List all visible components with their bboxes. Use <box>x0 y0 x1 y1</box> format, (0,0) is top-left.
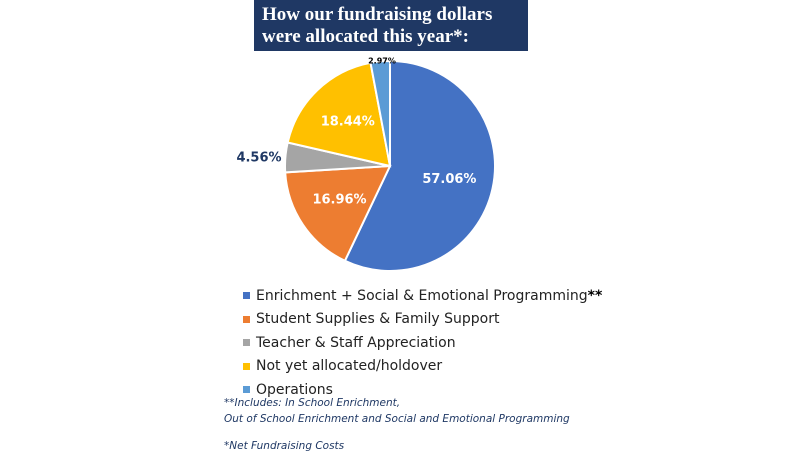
legend-item-enrichment: Enrichment + Social & Emotional Programm… <box>243 284 602 308</box>
legend-label: Operations <box>256 381 333 398</box>
footnote-includes-line-1: **Includes: In School Enrichment, <box>224 397 401 409</box>
chart-legend: Enrichment + Social & Emotional Programm… <box>243 284 602 402</box>
chart-title-line-1: How our fundraising dollars <box>262 4 493 25</box>
slice-operations <box>369 59 391 167</box>
slice-label: 16.96% <box>312 193 366 208</box>
legend-item-operations: Operations <box>243 378 602 402</box>
legend-item-teacher-staff: Teacher & Staff Appreciation <box>243 331 602 355</box>
slice-enrichment <box>343 59 496 272</box>
slice-student-supplies <box>284 164 392 263</box>
legend-swatch <box>243 362 250 370</box>
slice-not-allocated <box>286 61 392 168</box>
chart-title-line-2: were allocated this year*: <box>262 26 470 47</box>
footnote-includes-line-2: Out of School Enrichment and Social and … <box>224 413 570 425</box>
slice-label: 4.56% <box>236 151 281 166</box>
footnote-net-costs: *Net Fundraising Costs <box>224 440 345 452</box>
slice-label: 18.44% <box>321 115 375 130</box>
legend-item-student-supplies: Student Supplies & Family Support <box>243 308 602 332</box>
chart-title: How our fundraising dollars were allocat… <box>254 0 528 51</box>
legend-swatch <box>243 386 250 394</box>
footnote-includes: **Includes: In School Enrichment, Out of… <box>224 395 570 427</box>
legend-marker: ** <box>587 287 603 304</box>
slice-label: 2.97% <box>368 57 396 66</box>
legend-label: Student Supplies & Family Support <box>256 311 500 328</box>
slice-label: 57.06% <box>422 172 476 187</box>
legend-swatch <box>243 315 250 323</box>
legend-swatch <box>243 339 250 347</box>
legend-label: Enrichment + Social & Emotional Programm… <box>256 287 588 304</box>
legend-label: Not yet allocated/holdover <box>256 358 443 375</box>
legend-label: Teacher & Staff Appreciation <box>256 334 456 351</box>
legend-swatch <box>243 292 250 300</box>
legend-item-not-allocated: Not yet allocated/holdover <box>243 355 602 379</box>
